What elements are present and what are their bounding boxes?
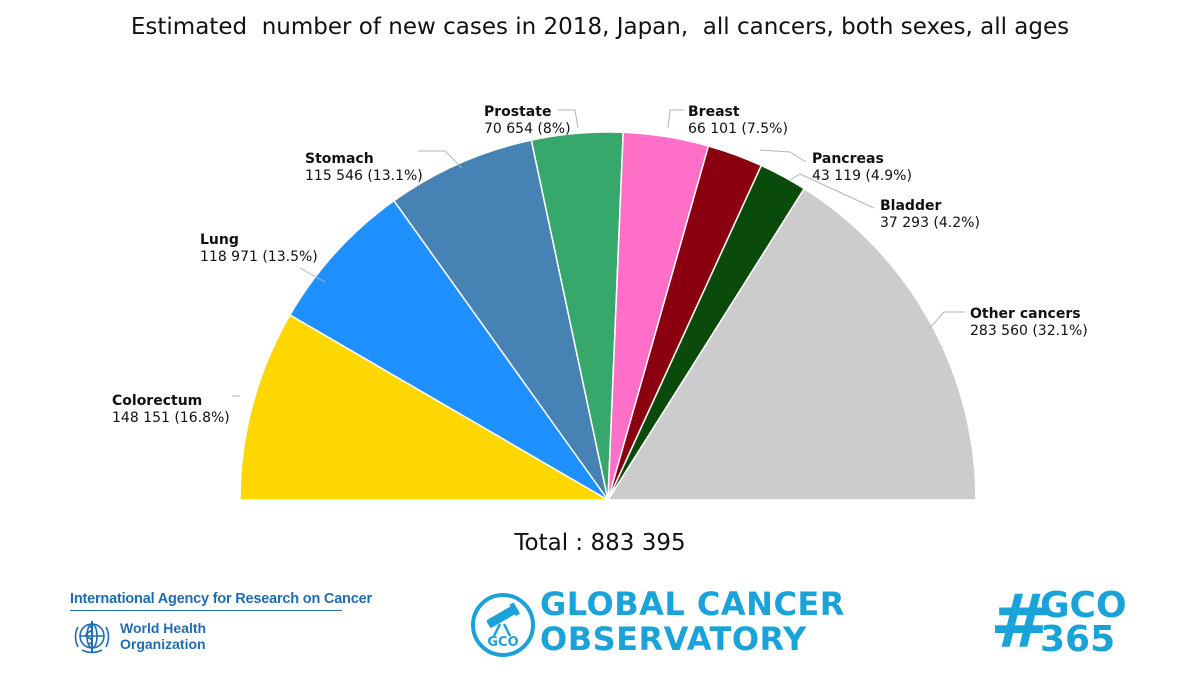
pie-slice-stomach [392, 139, 609, 501]
hashtag-line-1: GCO [1040, 585, 1127, 626]
pie-slice-other-cancers [606, 187, 977, 501]
hashtag-line-2: 365 [1040, 619, 1116, 660]
leader-line [759, 149, 807, 163]
pie-slices [239, 131, 977, 501]
leader-lines [232, 109, 965, 397]
gco-wordmark: GLOBAL CANCER OBSERVATORY [540, 587, 845, 657]
pie-slice-colorectum [239, 313, 611, 501]
slice-label-name: Other cancers [970, 306, 1081, 322]
leader-line [558, 109, 579, 129]
slice-label-name: Stomach [305, 151, 374, 167]
slice-label-value: 115 546 (13.1%) [305, 168, 423, 184]
slice-label-name: Lung [200, 232, 239, 248]
slice-label-value: 148 151 (16.8%) [112, 410, 230, 426]
slice-label-name: Bladder [880, 198, 941, 214]
iarc-divider [70, 610, 342, 611]
gco-line-2: OBSERVATORY [540, 620, 807, 658]
pie-slice-lung [288, 199, 609, 501]
slice-label-value: 43 119 (4.9%) [812, 168, 912, 184]
gco-line-1: GLOBAL CANCER [540, 585, 845, 623]
chart-title: Estimated number of new cases in 2018, J… [130, 14, 1070, 40]
slice-label-name: Pancreas [812, 151, 884, 167]
slice-label-value: 37 293 (4.2%) [880, 215, 980, 231]
leader-line [667, 109, 684, 129]
slice-label-value: 70 654 (8%) [484, 121, 571, 137]
slice-label-name: Breast [688, 104, 740, 120]
gco-emblem-text: GCO [487, 635, 518, 650]
leader-line [299, 267, 326, 283]
slice-label-value: 118 971 (13.5%) [200, 249, 318, 265]
who-line-2: Organization [120, 636, 206, 652]
slice-label-name: Colorectum [112, 393, 202, 409]
gco-telescope-icon: GCO [471, 593, 535, 657]
slice-label-name: Prostate [484, 104, 551, 120]
slice-label-value: 283 560 (32.1%) [970, 323, 1088, 339]
total-label: Total : 883 395 [514, 530, 686, 556]
who-line-1: World Health [120, 620, 207, 636]
leader-line [929, 311, 965, 329]
iarc-name: International Agency for Research on Can… [70, 591, 372, 607]
slice-label-value: 66 101 (7.5%) [688, 121, 788, 137]
leader-line [418, 150, 463, 169]
leader-line [789, 173, 875, 209]
hashtag-symbol: # [990, 579, 1053, 665]
who-name: World Health Organization [120, 620, 206, 652]
who-emblem-icon [74, 621, 110, 654]
